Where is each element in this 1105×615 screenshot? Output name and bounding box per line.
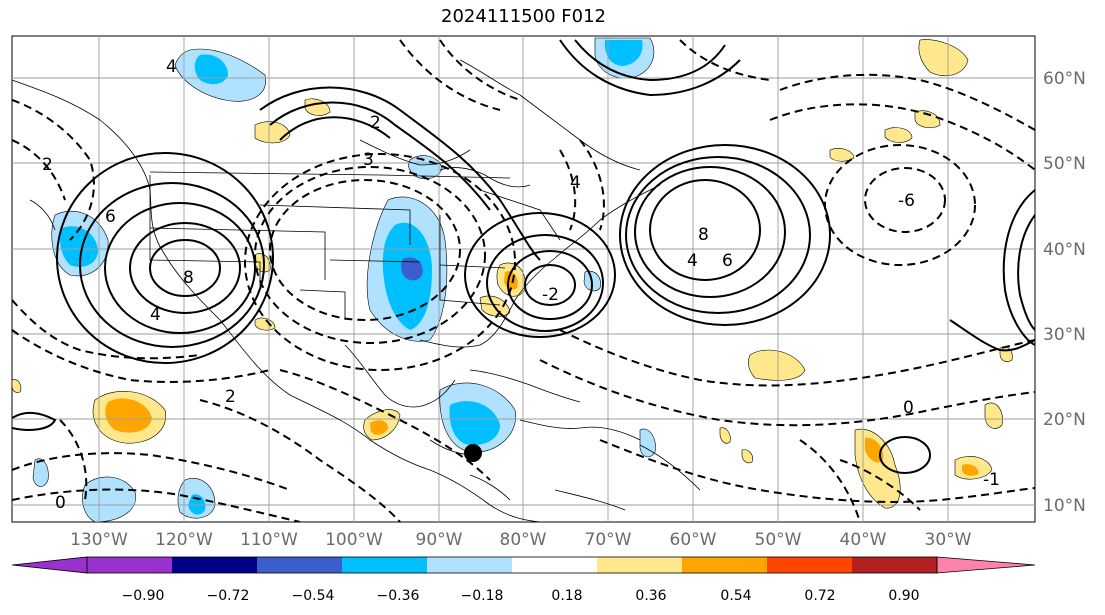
lon-label: 60°W xyxy=(670,530,717,550)
neg-region-great-lakes xyxy=(408,155,443,180)
pos-region-small11 xyxy=(719,427,731,444)
gridlines xyxy=(12,36,1035,522)
contour-label: 4 xyxy=(570,173,581,193)
contour-label: 2 xyxy=(225,387,236,407)
pos-region-small8 xyxy=(254,253,271,273)
colorbar-bin xyxy=(852,557,937,573)
colorbar-tick-label: −0.18 xyxy=(461,588,504,604)
colorbar-tick-label: 0.18 xyxy=(551,588,582,604)
lon-label: 120°W xyxy=(155,530,213,550)
pos-region-small6 xyxy=(984,402,1003,429)
map-title: 2024111500 F012 xyxy=(441,6,606,27)
colorbar-bin xyxy=(87,557,172,573)
contour-label: 2 xyxy=(42,155,53,175)
colorbar-high-extend xyxy=(936,556,1036,574)
colorbar-bin xyxy=(767,557,852,573)
pos-region-small4 xyxy=(914,110,941,129)
neg-region-small2 xyxy=(639,428,656,458)
neg-region-caribbean-inner xyxy=(449,401,500,446)
neg-region-canada-inner xyxy=(194,54,228,85)
pos-region-small7 xyxy=(254,317,276,331)
lon-label: 100°W xyxy=(325,530,383,550)
lat-label: 40°N xyxy=(1043,240,1086,260)
colorbar-bin xyxy=(257,557,342,573)
colorbar-tick-label: 0.36 xyxy=(635,588,666,604)
colorbar xyxy=(11,556,1036,574)
storm-center-marker xyxy=(464,444,482,462)
neg-region-pacific-south xyxy=(82,476,137,522)
colorbar-bin xyxy=(682,557,767,573)
lat-label: 10°N xyxy=(1043,496,1086,516)
contour-labels: 2 6 8 4 2 3 2 4 8 6 4 -6 0 0 -1 4 -2 xyxy=(42,57,1000,513)
contour-label: -2 xyxy=(542,285,559,305)
pos-region-canada-east xyxy=(918,39,969,76)
pos-region-small12 xyxy=(741,449,753,464)
lon-label: 70°W xyxy=(585,530,632,550)
colorbar-bin xyxy=(342,557,427,573)
contour-label: 4 xyxy=(150,305,161,325)
colorbar-bin xyxy=(172,557,257,573)
lon-label: 130°W xyxy=(70,530,128,550)
lon-label: 50°W xyxy=(755,530,802,550)
colorbar-low-extend xyxy=(11,556,88,574)
lon-label: 90°W xyxy=(416,530,463,550)
contour-label: 2 xyxy=(370,113,381,133)
contour-label: 0 xyxy=(903,398,914,418)
colorbar-tick-label: −0.54 xyxy=(292,588,335,604)
colorbar-tick-label: 0.72 xyxy=(804,588,835,604)
contour-label: 3 xyxy=(363,150,374,170)
lat-label: 20°N xyxy=(1043,410,1086,430)
neg-region-central-us-core xyxy=(401,257,423,281)
colorbar-bin xyxy=(512,557,597,573)
coastlines xyxy=(12,59,701,522)
lat-label: 60°N xyxy=(1043,69,1086,89)
contour-label: 8 xyxy=(183,268,194,288)
contours-dashed xyxy=(12,39,1035,522)
contour-label: 0 xyxy=(55,493,66,513)
pos-region-small3 xyxy=(884,127,913,143)
anomaly-shading xyxy=(12,37,1013,522)
pos-region-atlantic-south-inner xyxy=(865,437,884,463)
neg-region-pacific-west-inner xyxy=(60,226,98,267)
lon-label: 80°W xyxy=(500,530,547,550)
lat-label: 50°N xyxy=(1043,154,1086,174)
contour-label: -1 xyxy=(983,470,1000,490)
contour-label: 4 xyxy=(166,57,177,77)
pos-region-pacific-mid-inner xyxy=(105,398,152,433)
contour-label: 4 xyxy=(687,251,698,271)
neg-region-greenland-inner xyxy=(604,40,643,66)
pos-region-small9 xyxy=(12,379,22,393)
pos-region-atlantic-mid xyxy=(748,349,806,381)
neg-region-small1 xyxy=(32,458,49,487)
contour-label: 8 xyxy=(698,225,709,245)
contour-label: 6 xyxy=(722,251,733,271)
contour-label: 6 xyxy=(105,207,116,227)
colorbar-bin xyxy=(427,557,512,573)
contour-label: -6 xyxy=(898,191,915,211)
lat-label: 30°N xyxy=(1043,325,1086,345)
neg-region-pacific-south2-inner xyxy=(188,494,206,515)
colorbar-tick-label: −0.36 xyxy=(377,588,420,604)
lat-labels: 60°N 50°N 40°N 30°N 20°N 10°N xyxy=(1043,69,1086,516)
colorbar-tick-label: −0.72 xyxy=(207,588,250,604)
colorbar-tick-label: 0.54 xyxy=(720,588,751,604)
pos-region-far-east-inner xyxy=(962,464,979,476)
colorbar-outline xyxy=(86,556,938,574)
colorbar-tick-label: 0.90 xyxy=(888,588,919,604)
lon-label: 30°W xyxy=(925,530,972,550)
contours-solid xyxy=(12,39,1035,474)
colorbar-tick-label: −0.90 xyxy=(122,588,165,604)
lon-label: 110°W xyxy=(240,530,298,550)
lon-label: 40°W xyxy=(840,530,887,550)
pos-region-small5 xyxy=(829,148,855,162)
colorbar-ticks: −0.90 −0.72 −0.54 −0.36 −0.18 0.18 0.36 … xyxy=(122,588,920,604)
colorbar-bin xyxy=(597,557,682,573)
lon-labels: 130°W 120°W 110°W 100°W 90°W 80°W 70°W 6… xyxy=(70,530,972,550)
pos-region-mexico-inner xyxy=(370,420,388,435)
